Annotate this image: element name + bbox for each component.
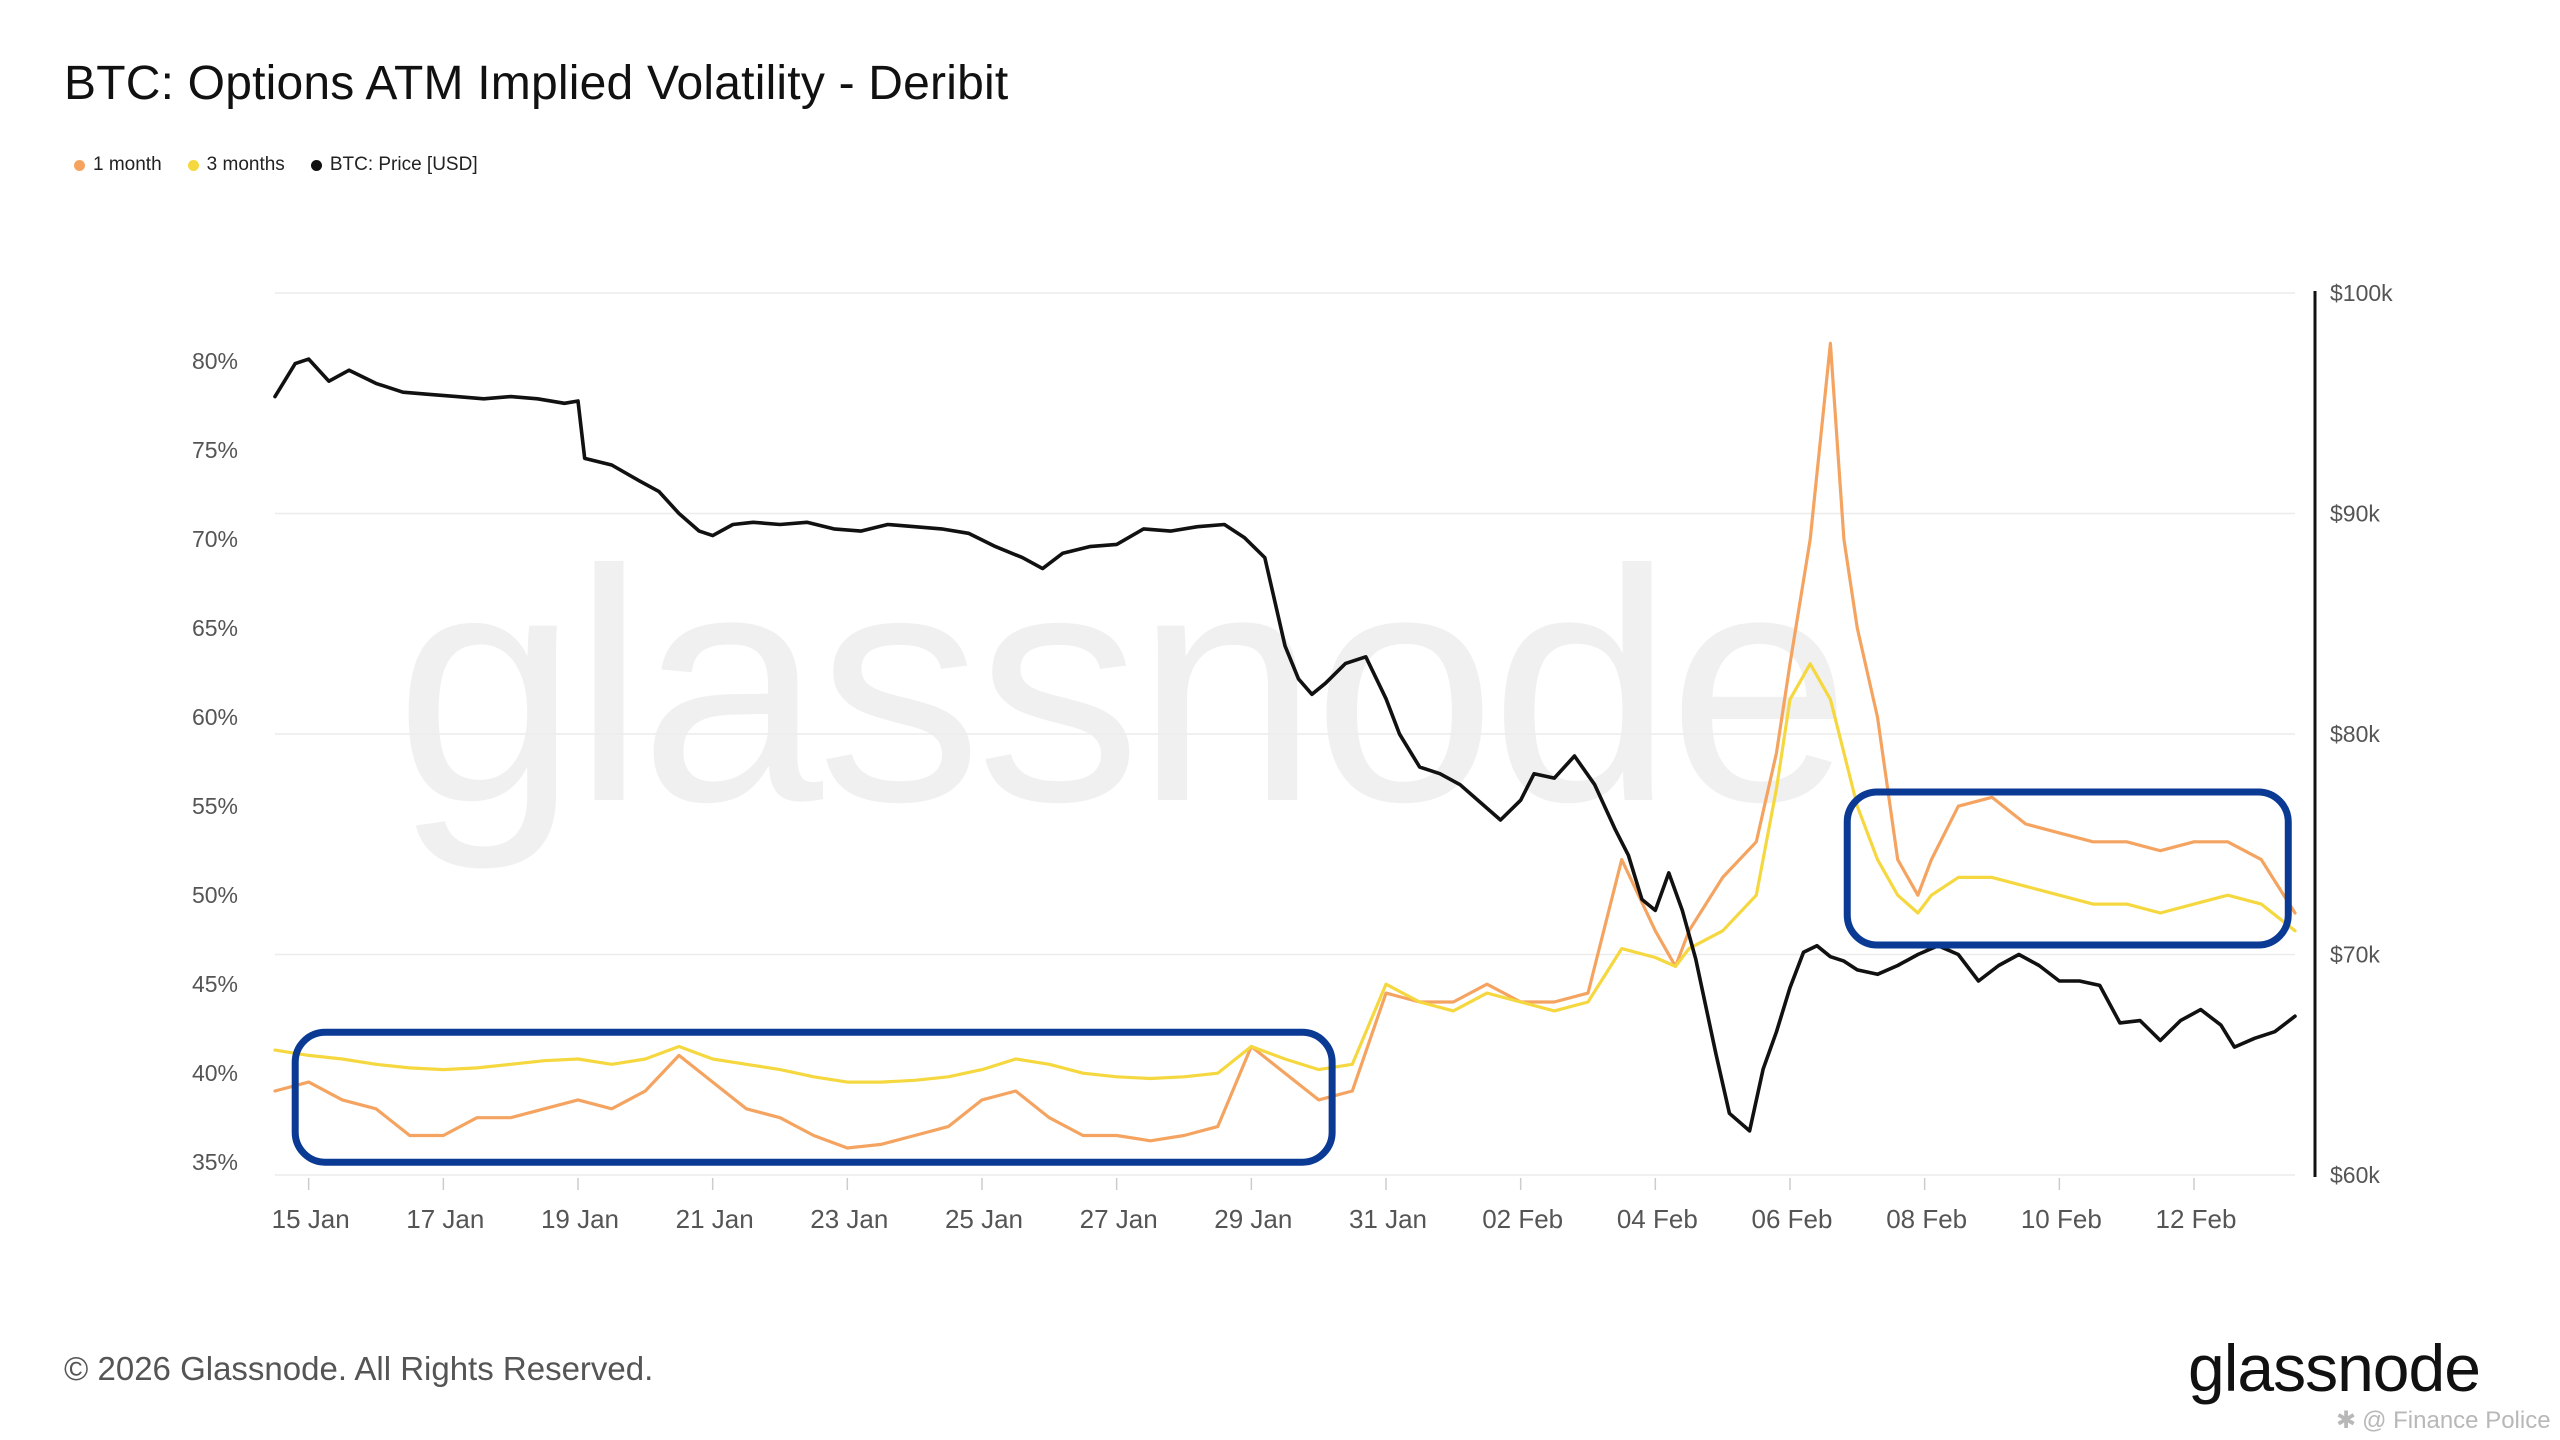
chart-title: BTC: Options ATM Implied Volatility - De… xyxy=(64,57,1009,110)
y-left-tick-label: 60% xyxy=(192,704,238,730)
x-tick-label: 23 Jan xyxy=(810,1204,888,1234)
y-left-tick-label: 55% xyxy=(192,793,238,819)
highlight-box-1 xyxy=(291,1028,1336,1166)
legend-item-3-months[interactable]: 3 months xyxy=(187,154,285,176)
footer-credit-text: @ Finance Police xyxy=(2362,1406,2551,1434)
x-tick-label: 29 Jan xyxy=(1214,1204,1292,1234)
y-left-tick-label: 45% xyxy=(192,971,238,997)
credit-icon: ✱ xyxy=(2336,1407,2357,1434)
y-left-tick-label: 40% xyxy=(192,1060,238,1086)
y-right-tick-label: $70k xyxy=(2330,942,2380,968)
x-tick-label: 31 Jan xyxy=(1349,1204,1427,1234)
legend-item-btc-price[interactable]: BTC: Price [USD] xyxy=(310,154,478,176)
legend-label-btc-price: BTC: Price [USD] xyxy=(329,154,478,175)
watermark-text: glassnode xyxy=(395,501,1846,872)
footer-copyright: © 2026 Glassnode. All Rights Reserved. xyxy=(64,1350,654,1387)
series-line-3-months xyxy=(273,662,2297,1084)
x-tick-label: 21 Jan xyxy=(676,1204,754,1234)
y-left-tick-label: 70% xyxy=(192,526,238,552)
y-right-tick-label: $100k xyxy=(2330,280,2393,306)
legend: 1 month 3 months BTC: Price [USD] xyxy=(74,154,478,176)
y-right-tick-label: $80k xyxy=(2330,721,2380,747)
y-left-tick-label: 50% xyxy=(192,882,238,908)
x-tick-label: 04 Feb xyxy=(1617,1204,1698,1234)
y-right-tick-label: $90k xyxy=(2330,501,2380,527)
x-tick-label: 12 Feb xyxy=(2156,1204,2237,1234)
highlight-box-2 xyxy=(1843,788,2292,949)
legend-dot-1-month xyxy=(74,159,85,171)
y-left-tick-label: 80% xyxy=(192,348,238,374)
footer-credit: ✱ @ Finance Police xyxy=(2336,1406,2551,1435)
y-left-tick-label: 65% xyxy=(192,615,238,641)
x-tick-label: 19 Jan xyxy=(541,1204,619,1234)
chart-svg: glassnode 35% 40% 45% 50% 55% 60% 65% 70% 75% 80% $… xyxy=(192,280,2393,1234)
legend-dot-3-months xyxy=(187,159,199,171)
x-tick-label: 06 Feb xyxy=(1752,1204,1833,1234)
series-line-1-month xyxy=(273,341,2297,1150)
legend-item-1-month[interactable]: 1 month xyxy=(74,154,162,176)
legend-label-1-month: 1 month xyxy=(93,154,162,175)
y-left-tick-label: 35% xyxy=(192,1149,238,1175)
x-tick-label: 27 Jan xyxy=(1080,1204,1158,1234)
x-tick-label: 02 Feb xyxy=(1482,1204,1563,1234)
footer-logo: glassnode xyxy=(2188,1331,2481,1405)
legend-dot-btc-price xyxy=(310,159,322,171)
y-left-tick-label: 75% xyxy=(192,437,238,463)
x-tick-label: 17 Jan xyxy=(406,1204,484,1234)
x-tick-label: 25 Jan xyxy=(945,1204,1023,1234)
series-line-btc-price-usd xyxy=(273,357,2297,1133)
y-right-tick-label: $60k xyxy=(2330,1162,2380,1188)
legend-label-3-months: 3 months xyxy=(206,154,285,175)
x-tick-label: 08 Feb xyxy=(1886,1204,1967,1234)
x-tick-label: 15 Jan xyxy=(272,1204,350,1234)
x-tick-label: 10 Feb xyxy=(2021,1204,2102,1234)
